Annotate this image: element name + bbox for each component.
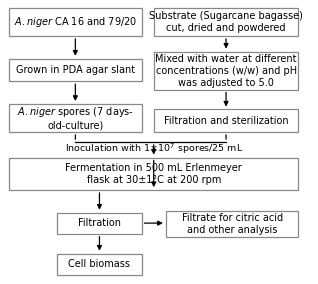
FancyBboxPatch shape bbox=[154, 8, 298, 36]
Text: Substrate (Sugarcane bagasse)
cut, dried and powdered: Substrate (Sugarcane bagasse) cut, dried… bbox=[149, 11, 303, 33]
FancyBboxPatch shape bbox=[9, 104, 142, 132]
Text: Fermentation in 500 mL Erlenmeyer
flask at 30±1°C at 200 rpm: Fermentation in 500 mL Erlenmeyer flask … bbox=[65, 163, 242, 185]
Text: $\it{A. niger}$ spores (7 days-
old-culture): $\it{A. niger}$ spores (7 days- old-cult… bbox=[17, 105, 134, 131]
FancyBboxPatch shape bbox=[166, 211, 298, 237]
Text: Grown in PDA agar slant: Grown in PDA agar slant bbox=[16, 65, 135, 75]
FancyBboxPatch shape bbox=[57, 213, 142, 234]
FancyBboxPatch shape bbox=[154, 52, 298, 90]
Text: Filtration: Filtration bbox=[78, 218, 121, 228]
Text: Filtration and sterilization: Filtration and sterilization bbox=[164, 116, 288, 126]
Text: $\it{A. niger}$ CA 16 and 79/20: $\it{A. niger}$ CA 16 and 79/20 bbox=[14, 15, 137, 29]
FancyBboxPatch shape bbox=[154, 110, 298, 132]
Text: Mixed with water at different
concentrations (w/w) and pH
was adjusted to 5.0: Mixed with water at different concentrat… bbox=[155, 54, 297, 88]
FancyBboxPatch shape bbox=[57, 254, 142, 275]
Text: Cell biomass: Cell biomass bbox=[68, 259, 130, 269]
FancyBboxPatch shape bbox=[9, 59, 142, 81]
Text: Filtrate for citric acid
and other analysis: Filtrate for citric acid and other analy… bbox=[182, 213, 283, 235]
FancyBboxPatch shape bbox=[9, 158, 298, 190]
FancyBboxPatch shape bbox=[9, 8, 142, 36]
Text: Inoculation with 1×10$^{7}$ spores/25 mL: Inoculation with 1×10$^{7}$ spores/25 mL bbox=[65, 142, 243, 156]
